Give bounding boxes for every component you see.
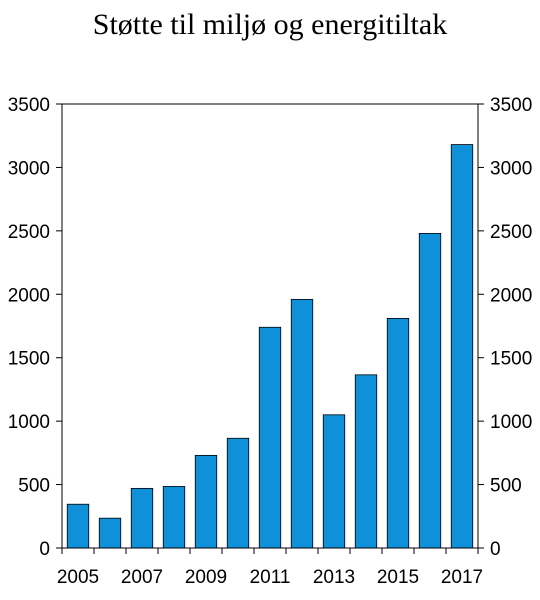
x-tick-label-2013: 2013 <box>313 567 355 588</box>
bars-group <box>66 144 474 549</box>
plot-frame <box>61 103 479 549</box>
bar-2008 <box>162 486 186 549</box>
bar-2007 <box>130 487 154 549</box>
y-tick-right-label: 500 <box>490 476 522 497</box>
y-tick-left-label: 1500 <box>8 349 50 370</box>
y-tick-right-label: 2000 <box>490 285 532 306</box>
y-tick-right-label: 1500 <box>490 349 532 370</box>
x-tick-label-2015: 2015 <box>377 567 419 588</box>
plot-border <box>61 103 479 549</box>
bar-2012 <box>290 298 314 549</box>
x-tick-label-2007: 2007 <box>121 567 163 588</box>
x-tick-label-2005: 2005 <box>57 567 99 588</box>
x-axis: 2005 2007 2009 2011 2013 2015 2017 <box>57 548 483 588</box>
y-tick-right-label: 3000 <box>490 158 532 179</box>
bar-2010 <box>226 437 250 549</box>
bar-2005 <box>66 503 90 549</box>
y-tick-left-label: 3000 <box>8 158 50 179</box>
y-tick-right-label: 0 <box>490 539 501 560</box>
y-tick-right-label: 2500 <box>490 222 532 243</box>
y-tick-left-label: 500 <box>18 476 50 497</box>
y-tick-left-label: 2500 <box>8 222 50 243</box>
bar-2006 <box>98 517 122 549</box>
y-axis-right: 0 500 1000 1500 2000 2500 3000 3500 <box>478 95 532 560</box>
bar-2011 <box>258 326 282 549</box>
x-tick-label-2011: 2011 <box>250 567 291 588</box>
bar-2013 <box>322 414 346 549</box>
chart-title: Støtte til miljø og energitiltak <box>92 8 448 41</box>
x-tick-label-2009: 2009 <box>185 567 227 588</box>
y-tick-left-label: 1000 <box>8 412 50 433</box>
bar-2017 <box>450 144 474 549</box>
bar-2009 <box>194 454 218 549</box>
y-tick-left-label: 2000 <box>8 285 50 306</box>
y-tick-right-label: 3500 <box>490 95 532 116</box>
y-tick-left-label: 0 <box>39 539 50 560</box>
bar-2014 <box>354 374 378 549</box>
bar-2016 <box>418 232 442 549</box>
bar-2015 <box>386 317 410 549</box>
y-tick-right-label: 1000 <box>490 412 532 433</box>
y-tick-left-label: 3500 <box>8 95 50 116</box>
y-axis-left: 0 500 1000 1500 2000 2500 3000 3500 <box>8 95 62 560</box>
x-tick-label-2017: 2017 <box>441 567 483 588</box>
